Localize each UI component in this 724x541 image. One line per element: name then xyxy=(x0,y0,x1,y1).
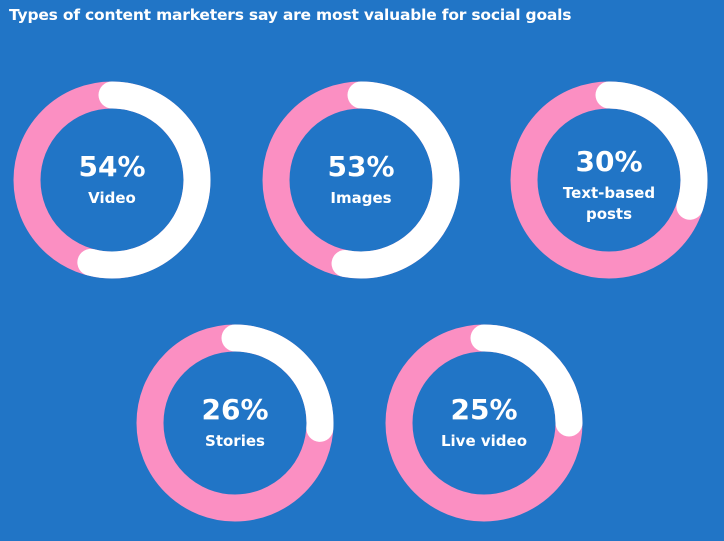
donut-5: 25% Live video xyxy=(385,324,583,522)
donut-value-arc xyxy=(221,324,334,442)
donut-3: 30% Text-based posts xyxy=(510,81,708,279)
donut-percent-label: 30% xyxy=(575,145,642,178)
donut-category-label: Live video xyxy=(441,432,527,450)
donut-percent-label: 54% xyxy=(78,150,145,183)
donut-percent-label: 26% xyxy=(201,393,268,426)
donut-value-arc xyxy=(470,324,583,437)
donut-percent-label: 53% xyxy=(327,150,394,183)
donut-4: 26% Stories xyxy=(136,324,334,522)
donut-category-label: Video xyxy=(88,189,136,207)
donut-1: 54% Video xyxy=(13,81,211,279)
donut-value-arc xyxy=(77,81,211,279)
donut-percent-label: 25% xyxy=(450,393,517,426)
donut-2: 53% Images xyxy=(262,81,460,279)
chart-title: Types of content marketers say are most … xyxy=(9,6,572,24)
donut-category-label: Text-based xyxy=(563,184,655,202)
donut-category-label: Images xyxy=(330,189,391,207)
donut-value-arc xyxy=(595,81,708,220)
donut-category-label: Stories xyxy=(205,432,265,450)
donut-category-label: posts xyxy=(586,205,632,223)
donut-value-arc xyxy=(331,81,460,279)
